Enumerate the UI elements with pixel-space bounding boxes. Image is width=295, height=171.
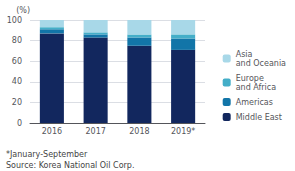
svg-text:80: 80 bbox=[12, 36, 22, 45]
svg-text:Source: Korea National Oil Cor: Source: Korea National Oil Corp. bbox=[6, 161, 135, 170]
svg-text:Asia: Asia bbox=[236, 50, 253, 59]
svg-text:(%): (%) bbox=[16, 6, 30, 15]
svg-text:Americas: Americas bbox=[236, 98, 273, 107]
svg-text:2018: 2018 bbox=[129, 127, 149, 136]
svg-text:and Africa: and Africa bbox=[236, 83, 277, 92]
svg-text:2016: 2016 bbox=[42, 127, 62, 136]
svg-text:100: 100 bbox=[7, 16, 22, 25]
svg-text:Europe: Europe bbox=[236, 74, 264, 83]
svg-text:*January-September: *January-September bbox=[6, 150, 88, 159]
svg-text:40: 40 bbox=[12, 77, 22, 86]
svg-text:0: 0 bbox=[17, 119, 22, 128]
svg-text:2019*: 2019* bbox=[171, 127, 195, 136]
svg-text:Middle East: Middle East bbox=[236, 113, 282, 122]
svg-text:60: 60 bbox=[12, 57, 22, 66]
svg-text:and Oceania: and Oceania bbox=[236, 59, 286, 68]
svg-text:2017: 2017 bbox=[85, 127, 105, 136]
svg-text:20: 20 bbox=[12, 98, 22, 107]
